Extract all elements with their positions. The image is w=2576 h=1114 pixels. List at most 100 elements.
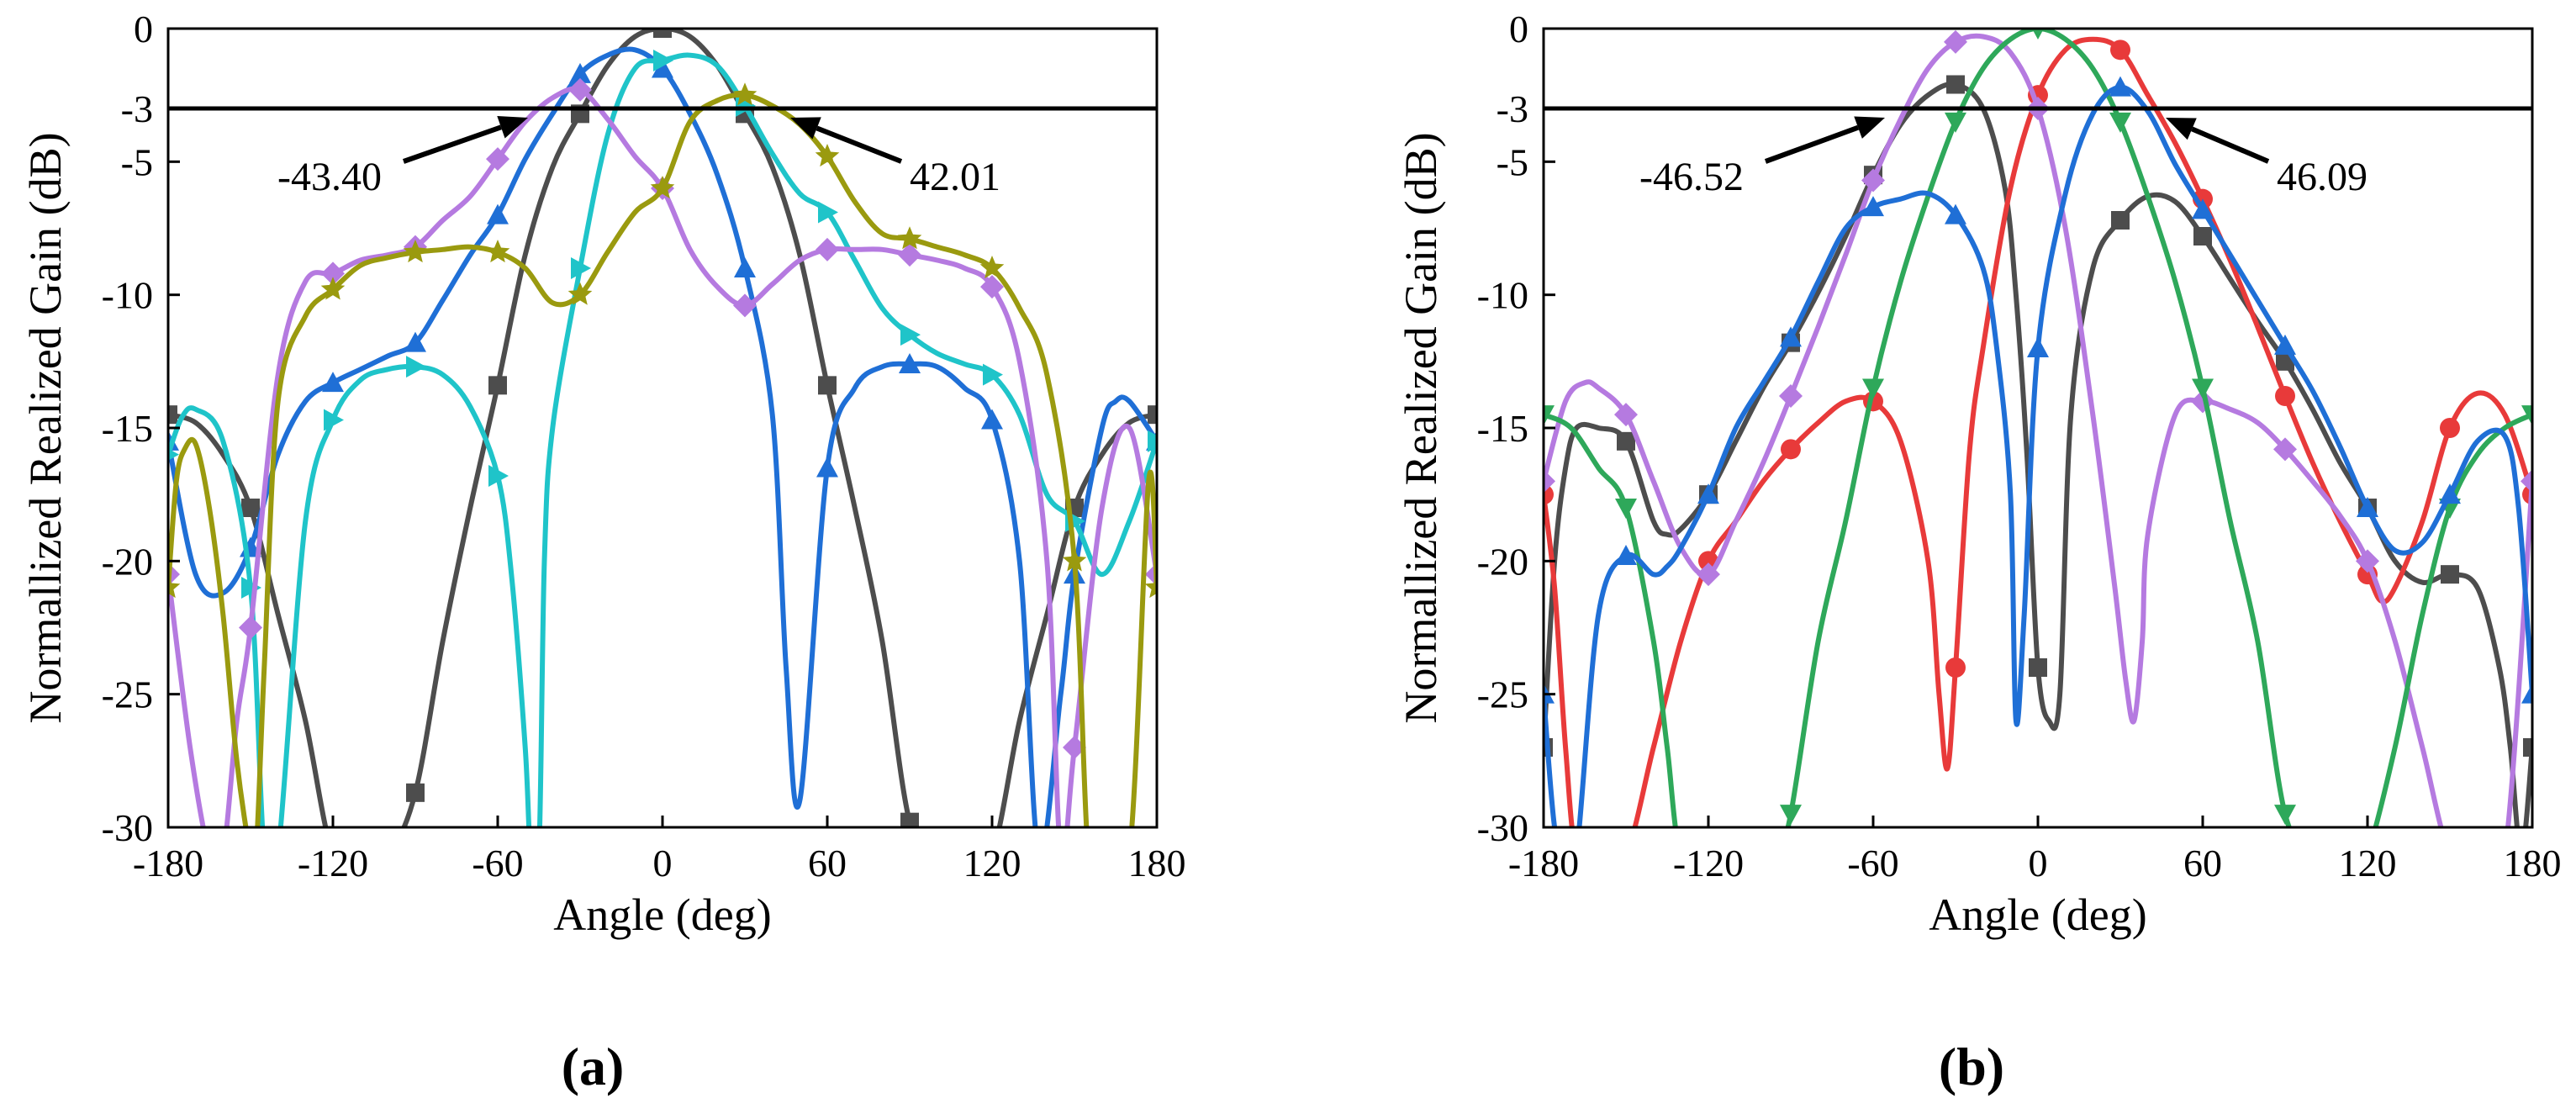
annotation-label-a-1: 42.01 [910,155,1000,199]
annotation-arrow-head-b [2166,118,2197,140]
series-marker-a-0 [406,783,425,802]
y-tick-label-a: -15 [102,407,153,450]
chart-panel-a: -180 -120 -60 0 60 120 180 0 -3 -5 -10 -15 -20 -25 -30… [20,8,1186,940]
series-marker-a-4 [732,82,757,106]
series-marker-b-1 [2110,40,2130,61]
x-tick-label-a: -120 [298,842,368,884]
series-marker-a-0 [241,499,260,517]
series-marker-a-4 [168,575,181,599]
annotation-label-a-0: -43.40 [277,155,382,199]
series-marker-a-4 [1062,548,1087,572]
series-line-a-1 [168,46,1157,827]
series-marker-b-3 [2031,29,2045,40]
series-marker-b-4 [1697,483,1719,504]
series-marker-a-0 [818,376,837,395]
series-marker-b-4 [1862,196,1884,217]
y-tick-label-b: 0 [1509,8,1528,50]
axes-frame-a [166,27,1159,829]
series-marker-a-4 [650,176,675,199]
x-tick-label-b: -180 [1508,842,1579,884]
y-tick-label-a: -10 [102,274,153,317]
y-tick-label-b: -5 [1497,140,1528,183]
series-marker-a-4 [979,256,1005,279]
series-marker-a-1 [652,57,673,78]
series-marker-b-3 [2274,805,2296,826]
y-tick-label-a: -25 [102,673,153,716]
x-tick-label-a: 120 [963,842,1021,884]
series-marker-a-4 [567,282,593,305]
annotation-arrow-line-b [1764,124,1860,164]
x-tick-label-b: -60 [1847,842,1898,884]
series-marker-b-4 [2274,334,2296,355]
series-line-b-0 [1544,81,2532,827]
x-tick-label-a: 180 [1128,842,1186,884]
x-tick-label-a: 60 [808,842,847,884]
series-marker-a-4 [403,240,428,263]
series-marker-b-2 [1697,562,1720,587]
series-marker-b-3 [2521,405,2532,426]
series-marker-a-2 [653,50,673,71]
series-marker-b-1 [2275,386,2295,406]
series-line-a-4 [168,92,1157,827]
series-marker-b-4 [2439,483,2461,504]
series-line-a-0 [168,29,1157,827]
x-axis-title-a: Angle (deg) [553,890,771,940]
series-marker-b-4 [1945,203,1966,224]
series-marker-b-0 [2523,738,2532,757]
panel-label-a: (a) [562,1037,625,1096]
series-marker-b-4 [1780,326,1802,347]
annotation-arrow-head-a [497,116,528,139]
series-marker-a-2 [324,409,344,431]
y-axis-title-a: Normallized Realized Gain (dB) [20,132,71,723]
y-tick-label-a: -30 [102,806,153,849]
y-tick-label-b: -3 [1497,87,1528,130]
series-marker-b-2 [1779,384,1803,408]
series-marker-a-3 [733,293,757,318]
series-marker-b-3 [1945,112,1966,133]
series-marker-b-4 [2192,198,2214,219]
series-marker-a-4 [485,240,510,263]
series-marker-a-2 [1148,430,1157,452]
series-marker-a-3 [568,77,592,102]
series-line-b-1 [1544,36,2532,827]
x-tick-label-b: 0 [2029,842,2048,884]
series-marker-b-4 [2521,683,2532,704]
series-marker-b-3 [1862,378,1884,399]
series-marker-b-0 [1617,431,1635,451]
x-tick-label-b: 60 [2183,842,2222,884]
series-marker-b-2 [1544,469,1555,494]
x-tick-label-a: 0 [653,842,673,884]
series-line-a-3 [168,86,1157,827]
series-line-b-2 [1544,33,2532,827]
y-axis-title-b: Normallized Realized Gain (dB) [1396,132,1446,723]
series-marker-b-0 [2029,658,2047,677]
x-tick-label-b: 180 [2504,842,2562,884]
series-marker-b-3 [2192,378,2214,399]
series-marker-a-0 [1148,405,1157,425]
series-marker-a-2 [168,448,179,461]
series-marker-a-0 [900,812,919,827]
series-marker-a-4 [1144,575,1157,599]
series-marker-b-2 [1614,403,1638,427]
series-marker-a-3 [898,243,921,267]
series-marker-a-1 [322,372,344,393]
series-marker-a-3 [980,275,1004,299]
y-tick-label-a: 0 [134,8,153,50]
y-tick-label-a: -5 [121,140,153,183]
series-marker-a-2 [983,363,1003,386]
series-marker-b-0 [2193,227,2212,246]
series-marker-a-2 [818,201,838,224]
annotation-arrow-line-b [2191,126,2270,164]
y-tick-label-b: -30 [1477,806,1528,849]
series-marker-a-3 [239,615,262,640]
y-tick-label-b: -15 [1477,407,1528,450]
chart-panel-b: -180 -120 -60 0 60 120 180 0 -3 -5 -10 -15 -20 -25 -30… [1396,8,2562,940]
series-marker-a-2 [406,356,426,378]
y-tick-label-a: -3 [121,87,153,130]
series-marker-a-2 [571,257,591,279]
series-marker-b-0 [2441,565,2459,584]
axes-frame-b [1542,27,2534,829]
series-marker-b-3 [1780,805,1802,826]
plot-area-a [168,29,1157,827]
